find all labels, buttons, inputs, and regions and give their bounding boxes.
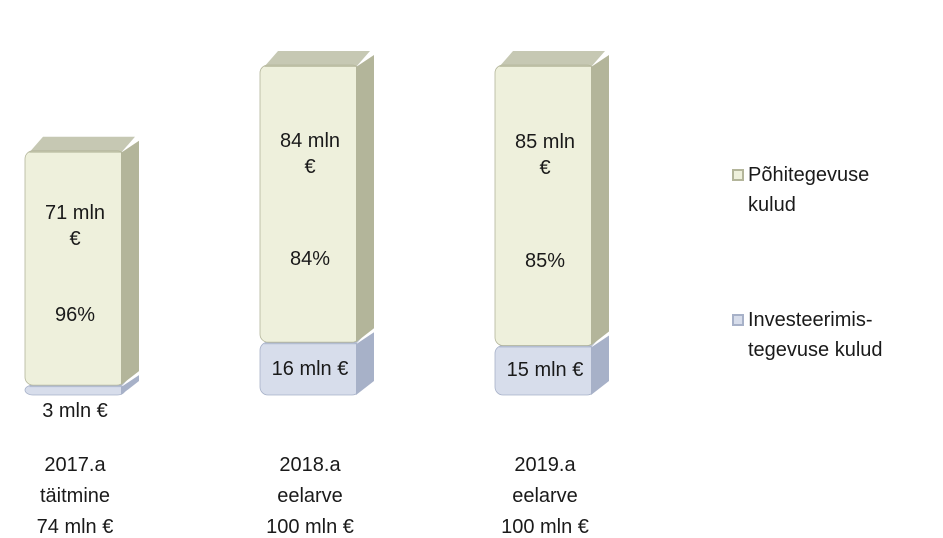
value-label: 71 mln € — [44, 201, 106, 250]
bar-side — [591, 55, 609, 346]
bar-top — [29, 136, 135, 153]
x-tick-label: 2019.a — [514, 454, 576, 476]
value-label: 15 mln € — [506, 359, 584, 382]
bar-side — [356, 332, 374, 395]
bar-side — [121, 375, 139, 395]
value-label: 16 mln € — [271, 357, 349, 380]
legend-label: Põhitegevuse kulud — [748, 164, 870, 216]
x-tick-label: 100 mln € — [501, 516, 589, 538]
bar-side — [356, 55, 374, 343]
legend-marker — [732, 314, 744, 326]
x-tick-label: 100 mln € — [266, 516, 354, 538]
legend-label: Investeerimis- tegevuse kulud — [748, 309, 883, 361]
share-label: 84% — [289, 248, 331, 271]
share-label: 85% — [524, 250, 566, 273]
x-tick-label: 74 mln € — [36, 516, 114, 538]
bar-top — [264, 51, 370, 67]
bar-top — [499, 51, 605, 67]
x-tick-label: eelarve — [512, 485, 578, 507]
legend-marker — [732, 169, 744, 181]
value-label: 3 mln € — [42, 400, 108, 422]
x-tick-label: 2018.a — [279, 454, 341, 476]
bar-side — [591, 335, 609, 395]
bar-segment — [24, 150, 126, 386]
x-tick-label: täitmine — [39, 485, 111, 507]
x-tick-label: eelarve — [277, 485, 343, 507]
bar-segment — [494, 64, 596, 346]
bar-side — [121, 140, 139, 386]
bar-segment — [259, 64, 361, 343]
value-label: 84 mln € — [279, 129, 341, 178]
share-label: 96% — [54, 303, 96, 326]
value-label: 85 mln € — [514, 130, 576, 179]
x-tick-label: 2017.a — [44, 454, 106, 476]
